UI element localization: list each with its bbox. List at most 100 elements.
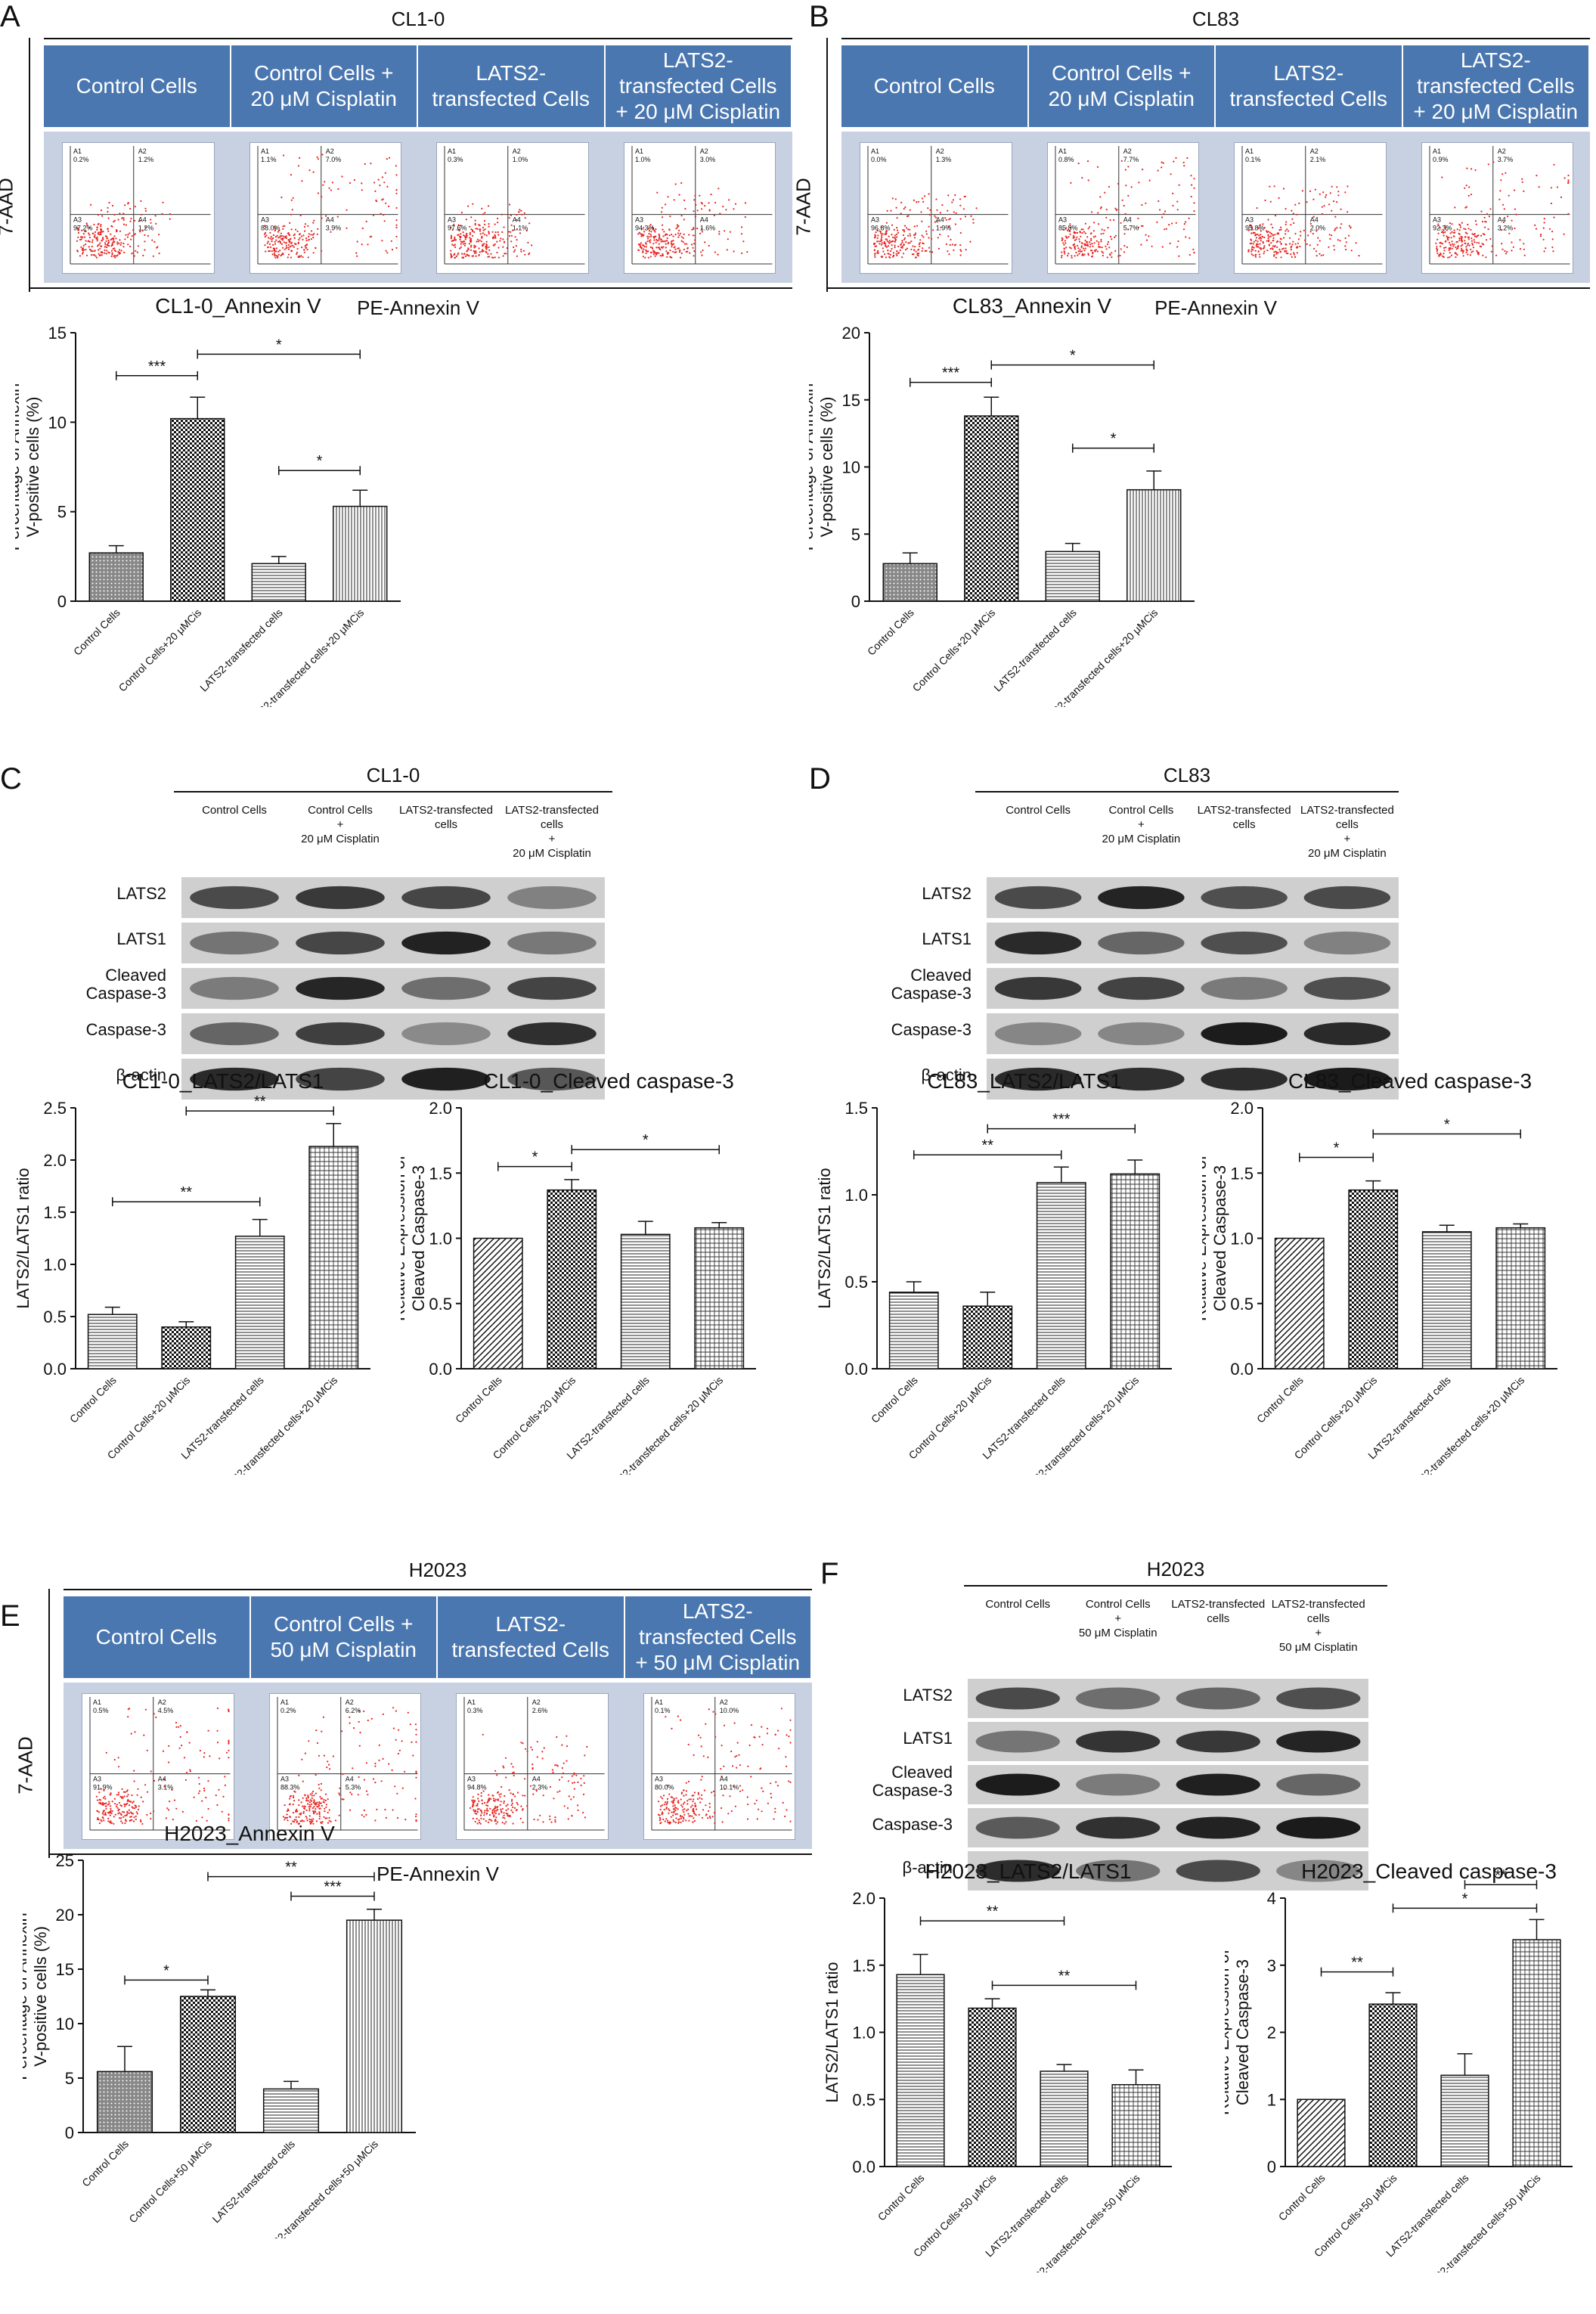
flow-event-dot	[292, 1796, 294, 1799]
flow-event-dot	[575, 1774, 578, 1776]
flow-event-dot	[1298, 202, 1300, 204]
flow-event-dot	[372, 214, 374, 216]
flow-event-dot	[503, 1814, 505, 1816]
flow-event-dot	[515, 1809, 517, 1811]
bar	[1111, 2083, 1161, 2167]
flow-plot-B-4: A1 0.9% A2 3.7% A3 92.3% A4 3.2%	[1421, 142, 1573, 274]
flow-event-dot	[82, 236, 84, 238]
flow-event-dot	[541, 1751, 544, 1753]
blot-bands-C-3	[190, 976, 597, 1000]
flow-event-dot	[761, 1790, 764, 1792]
flow-event-dot	[144, 240, 146, 243]
flow-event-dot	[1294, 232, 1297, 235]
blot-band	[1201, 931, 1288, 955]
flow-event-dot	[307, 1740, 309, 1742]
flow-event-dot	[682, 1811, 684, 1813]
condition-header-B-4: LATS2- transfected Cells + 20 μM Cisplatin	[1402, 45, 1590, 127]
flow-event-dot	[77, 229, 79, 231]
flow-event-dot	[489, 1819, 491, 1821]
flow-event-dot	[1467, 194, 1470, 197]
flow-event-dot	[121, 1822, 123, 1824]
flow-event-dot	[98, 253, 100, 255]
flow-event-dot	[740, 233, 742, 235]
flow-event-dot	[1512, 246, 1514, 248]
flow-event-dot	[1350, 250, 1353, 252]
flow-event-dot	[264, 231, 266, 234]
flow-x-label-A: PE-Annexin V	[357, 296, 479, 319]
flow-event-dot	[172, 1819, 174, 1821]
flow-event-dot	[1472, 247, 1474, 249]
flow-event-dot	[750, 1724, 752, 1726]
flow-event-dot	[512, 1806, 514, 1808]
flow-event-dot	[384, 202, 386, 204]
flow-event-dot	[369, 236, 371, 238]
flow-event-dot	[168, 1761, 170, 1763]
flow-event-dot	[903, 208, 905, 210]
blot-band	[401, 886, 491, 910]
flow-event-dot	[104, 1795, 106, 1798]
band-label-C-1: LATS2	[116, 884, 166, 903]
flow-event-dot	[711, 1816, 714, 1818]
flow-event-dot	[163, 1779, 166, 1781]
bar	[96, 2071, 153, 2133]
flow-event-dot	[1079, 231, 1081, 234]
flow-event-dot	[1094, 250, 1096, 253]
flow-event-dot	[1162, 162, 1164, 164]
flow-event-dot	[503, 1767, 505, 1769]
flow-event-dot	[1451, 247, 1453, 250]
flow-event-dot	[640, 235, 643, 237]
flow-event-dot	[885, 256, 888, 259]
flow-event-dot	[1491, 245, 1493, 247]
flow-event-dot	[139, 231, 141, 233]
flow-event-dot	[1556, 186, 1558, 188]
flow-event-dot	[777, 1748, 779, 1750]
flow-event-dot	[382, 198, 384, 200]
y-axis-label-line: V-positive cells (%)	[817, 397, 836, 538]
flow-event-dot	[488, 1814, 491, 1816]
flow-event-dot	[1184, 221, 1186, 223]
flow-event-dot	[510, 214, 512, 216]
quadrant-id: A4	[532, 1776, 541, 1783]
flow-event-dot	[714, 201, 716, 204]
chart-title: CL83_Cleaved caspase-3	[1288, 1069, 1532, 1093]
y-tick-label: 1.0	[844, 1186, 868, 1205]
flow-event-dot	[82, 249, 84, 251]
flow-event-dot	[274, 240, 276, 243]
flow-event-dot	[652, 239, 655, 241]
flow-event-dot	[677, 225, 680, 227]
flow-event-dot	[1118, 254, 1121, 257]
flow-event-dot	[305, 1817, 308, 1819]
flow-event-dot	[320, 1782, 322, 1785]
flow-event-dot	[1285, 243, 1287, 245]
flow-event-dot	[475, 250, 477, 253]
flow-event-dot	[113, 1758, 116, 1761]
flow-event-dot	[1069, 227, 1071, 229]
flow-event-dot	[150, 222, 152, 224]
flow-event-dot	[680, 1821, 682, 1823]
flow-event-dot	[681, 1806, 683, 1808]
flow-event-dot	[584, 1754, 586, 1757]
flow-event-dot	[708, 244, 710, 247]
flow-event-dot	[479, 1822, 482, 1825]
condition-header-B-2: Control Cells +20 μM Cisplatin	[1028, 45, 1216, 127]
flow-event-dot	[1263, 253, 1265, 255]
flow-event-dot	[696, 1798, 699, 1801]
band-label-C-2: LATS1	[116, 929, 166, 948]
flow-event-dot	[677, 232, 679, 234]
flow-event-dot	[1475, 223, 1477, 225]
flow-event-dot	[550, 1821, 553, 1823]
flow-event-dot	[130, 1732, 132, 1735]
flow-event-dot	[121, 217, 123, 219]
flow-event-dot	[287, 243, 290, 246]
flow-event-dot	[1462, 228, 1464, 230]
flow-event-dot	[1455, 241, 1457, 243]
flow-event-dot	[290, 242, 292, 244]
flow-event-dot	[885, 238, 887, 240]
flow-event-dot	[1446, 229, 1448, 231]
flow-event-dot	[1110, 256, 1112, 259]
flow-event-dot	[311, 1807, 314, 1810]
flow-event-dot	[1182, 228, 1185, 231]
blot-strip-D-5	[987, 1059, 1399, 1100]
flow-event-dot	[659, 255, 662, 257]
